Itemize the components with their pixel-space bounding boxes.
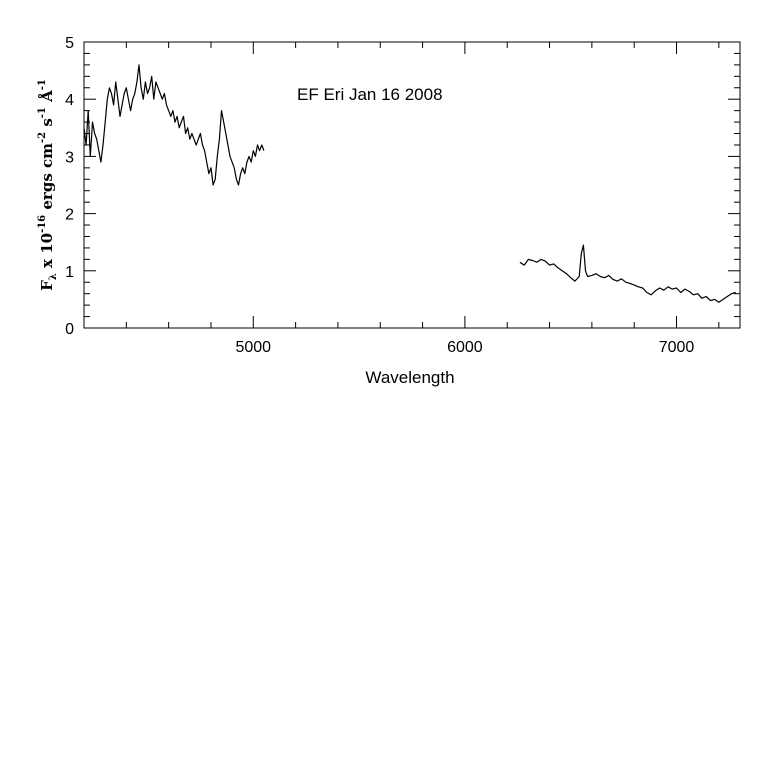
y-tick-label: 0 [65, 321, 74, 338]
y-tick-label: 1 [65, 264, 74, 281]
series-layer [83, 64, 736, 303]
x-tick-label: 6000 [447, 339, 483, 356]
y-label-after3: Å [38, 90, 56, 107]
y-axis-label: Fλ x 10-16 ergs cm-2 s-1 Å-1 [37, 79, 59, 291]
y-tick-label: 3 [65, 149, 74, 166]
plot-frame [83, 41, 741, 329]
y-label-exp2: -2 [37, 132, 48, 143]
y-tick-label: 2 [65, 207, 74, 224]
y-label-exp3: -1 [37, 107, 48, 118]
x-axis-label: Wavelength [365, 368, 454, 387]
tick-labels: 5000 6000 7000 0 1 2 3 4 5 [65, 35, 694, 356]
y-tick-label: 4 [65, 92, 74, 109]
y-label-exp4: -1 [37, 79, 48, 90]
x-tick-label: 7000 [659, 339, 695, 356]
axis-ticks [83, 41, 740, 329]
y-label-mid: x 10 [38, 233, 56, 273]
y-label-exp1: -16 [37, 215, 48, 233]
y-label-after2: s [38, 118, 56, 132]
spectrum-segment-1 [83, 64, 265, 186]
y-label-main: F [38, 280, 56, 291]
y-tick-label: 5 [65, 35, 74, 52]
x-tick-label: 5000 [235, 339, 271, 356]
annotation-label: EF Eri Jan 16 2008 [297, 85, 443, 104]
y-label-sub: λ [48, 273, 59, 280]
spectrum-segment-2 [519, 244, 736, 303]
y-label-after1: ergs cm [38, 143, 56, 215]
